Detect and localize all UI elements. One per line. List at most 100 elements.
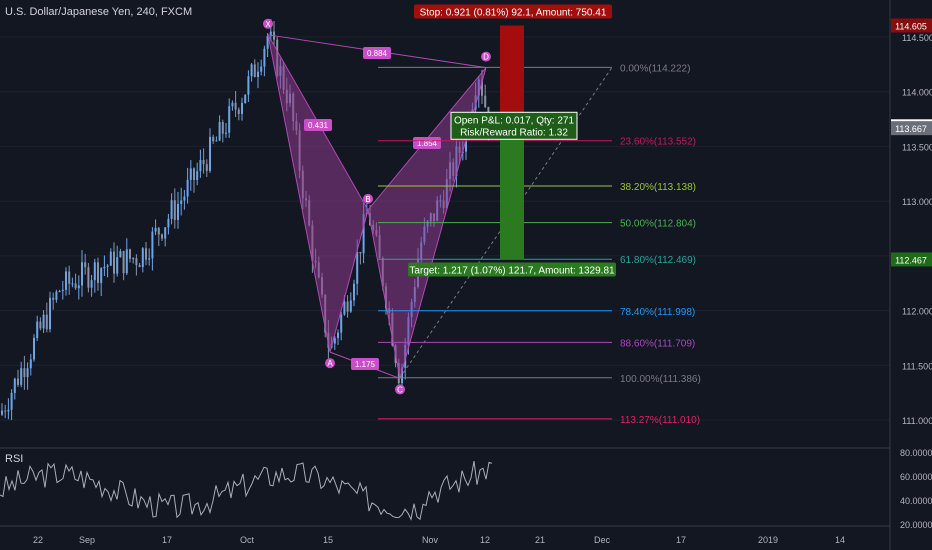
candle <box>180 187 183 216</box>
candle <box>154 219 157 236</box>
candle <box>119 248 122 258</box>
candle <box>7 398 10 420</box>
candle <box>218 115 221 142</box>
candle <box>103 255 106 276</box>
y-tick-label: 113.500 <box>902 142 932 152</box>
pattern-ratio-badge <box>304 119 332 131</box>
candle <box>45 302 48 333</box>
candle <box>193 167 195 193</box>
pattern-point-x[interactable] <box>263 18 273 29</box>
pattern-point-a[interactable] <box>325 358 335 369</box>
fibonacci-retracement[interactable]: 0.00%(114.222) 23.60%(113.552) 38.20%(113.… <box>378 63 701 426</box>
candle <box>13 377 16 400</box>
candle <box>138 262 141 268</box>
candle <box>77 275 80 300</box>
candle <box>122 250 125 281</box>
candle <box>106 264 109 278</box>
pnl-text: Open P&L: 0.017, Qty: 271 <box>454 115 575 126</box>
pattern-ratio-badge <box>351 358 379 370</box>
pattern-point-c[interactable] <box>395 384 405 395</box>
short-position-tool[interactable]: Stop: 0.921 (0.81%) 92.1, Amount: 750.41… <box>408 4 616 277</box>
rsi-indicator-title[interactable]: RSI <box>5 453 24 465</box>
candle <box>29 353 32 376</box>
candle <box>109 248 112 266</box>
candle <box>353 279 355 307</box>
candle <box>84 253 87 275</box>
candle <box>349 292 352 313</box>
candle <box>116 245 119 277</box>
fib-level-label: 78.40%(111.998) <box>620 307 695 318</box>
candle <box>337 329 339 345</box>
pattern-ratio-label: 0.884 <box>367 49 388 58</box>
candle <box>186 167 189 204</box>
candle <box>157 226 160 247</box>
candle <box>135 254 138 276</box>
pattern-point-label: A <box>327 359 333 368</box>
candle <box>359 251 362 265</box>
candle <box>97 257 99 291</box>
candle <box>212 134 215 144</box>
fib-level-label: 100.00%(111.386) <box>620 374 701 385</box>
candle <box>221 119 224 143</box>
candle <box>87 263 90 293</box>
candle <box>225 123 227 138</box>
axes: 114.605113.684113.667112.46722Sep17Oct15… <box>33 18 932 545</box>
x-tick-label: Sep <box>79 535 95 545</box>
candle <box>93 258 96 293</box>
stop-zone[interactable] <box>500 25 524 127</box>
fib-level-label: 113.27%(111.010) <box>620 415 700 426</box>
pattern-point-label: B <box>365 195 370 204</box>
candle <box>340 311 343 341</box>
candle <box>74 273 77 290</box>
candle <box>209 128 211 173</box>
candle <box>65 267 67 296</box>
candle <box>68 265 71 295</box>
fib-level-label: 50.00%(112.804) <box>620 219 696 230</box>
fib-level-label: 61.80%(112.469) <box>620 255 696 266</box>
candle <box>4 404 7 419</box>
candle <box>20 361 23 388</box>
candle <box>58 289 61 293</box>
candle <box>484 84 487 109</box>
symbol-title[interactable]: U.S. Dollar/Japanese Yen, 240, FXCM <box>5 6 193 18</box>
candle <box>260 59 263 76</box>
fib-level-label: 0.00%(114.222) <box>620 63 690 74</box>
candle <box>125 238 128 276</box>
candle <box>17 369 19 387</box>
candle <box>173 188 176 229</box>
rsi-tick-label: 40.0000 <box>900 496 932 506</box>
fib-level-label: 88.60%(111.709) <box>620 338 695 349</box>
x-tick-label: 22 <box>33 535 43 545</box>
candle <box>52 292 55 310</box>
candle <box>26 362 29 390</box>
pattern-point-label: D <box>483 53 489 62</box>
pattern-point-b[interactable] <box>363 193 373 204</box>
candle <box>148 248 151 266</box>
candle <box>71 277 74 288</box>
candle <box>263 45 266 77</box>
y-tick-label: 111.500 <box>902 361 932 371</box>
pnl-box <box>450 111 578 140</box>
fib-level-label: 38.20%(113.138) <box>620 182 696 193</box>
price-badge <box>891 18 932 33</box>
target-label <box>408 262 616 277</box>
candle <box>55 289 58 303</box>
target-zone[interactable] <box>500 126 524 260</box>
pattern-ratio-label: 1.175 <box>355 360 376 369</box>
candle <box>241 97 243 121</box>
candle <box>196 162 199 186</box>
pattern-ratio-label: 0.431 <box>308 121 329 130</box>
x-tick-label: 21 <box>535 535 545 545</box>
pattern-point-d[interactable] <box>481 51 491 62</box>
candle <box>81 250 83 297</box>
price-badge-text: 112.467 <box>895 255 927 265</box>
candle <box>49 291 51 333</box>
pattern-ratio-badge <box>363 47 391 59</box>
candle <box>39 317 42 331</box>
rsi-tick-label: 20.0000 <box>900 520 932 530</box>
candle <box>90 274 93 297</box>
candle <box>170 193 173 225</box>
pattern-point-label: C <box>397 385 403 394</box>
candle <box>42 310 45 333</box>
